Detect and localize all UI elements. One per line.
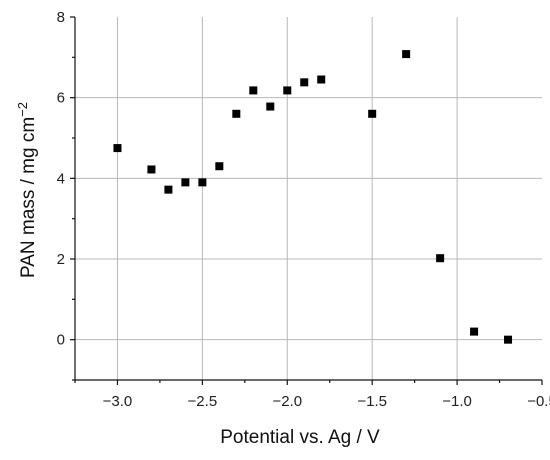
y-tick-label: 8 bbox=[57, 9, 65, 26]
y-ticks: 0 2 4 6 8 bbox=[57, 9, 75, 381]
data-point bbox=[147, 165, 156, 174]
y-tick-label: 4 bbox=[57, 170, 65, 187]
data-point bbox=[113, 144, 122, 153]
x-tick-label: −0.5 bbox=[527, 393, 550, 410]
x-tick-label: −2.0 bbox=[272, 393, 302, 410]
x-axis-title: Potential vs. Ag / V bbox=[220, 427, 380, 448]
data-point bbox=[300, 78, 309, 87]
data-point bbox=[181, 178, 190, 187]
data-point bbox=[266, 102, 275, 111]
y-tick-label: 0 bbox=[57, 332, 65, 349]
y-axis-title-superscript: −2 bbox=[15, 102, 30, 117]
data-points bbox=[113, 50, 513, 344]
x-tick-label: −2.5 bbox=[188, 393, 218, 410]
y-tick-label: 2 bbox=[57, 251, 65, 268]
data-point bbox=[232, 109, 241, 118]
data-point bbox=[198, 178, 207, 187]
y-tick-label: 6 bbox=[57, 90, 65, 107]
grid-lines bbox=[75, 17, 542, 380]
y-axis-title-main: PAN mass / mg cm bbox=[18, 117, 39, 278]
data-point bbox=[470, 327, 479, 336]
data-point bbox=[317, 75, 326, 84]
x-tick-label: −1.0 bbox=[442, 393, 472, 410]
data-point bbox=[504, 335, 513, 344]
x-ticks: −3.0 −2.5 −2.0 −1.5 −1.0 −0.5 bbox=[74, 380, 550, 410]
data-point bbox=[402, 50, 411, 59]
data-point bbox=[215, 162, 224, 171]
y-axis-title: PAN mass / mg cm−2 bbox=[15, 102, 39, 278]
axes bbox=[74, 17, 542, 381]
data-point bbox=[283, 86, 292, 95]
x-tick-label: −1.5 bbox=[357, 393, 387, 410]
data-point bbox=[164, 185, 173, 194]
data-point bbox=[436, 254, 445, 263]
x-tick-label: −3.0 bbox=[103, 393, 133, 410]
data-point bbox=[368, 109, 377, 118]
data-point bbox=[249, 86, 258, 95]
